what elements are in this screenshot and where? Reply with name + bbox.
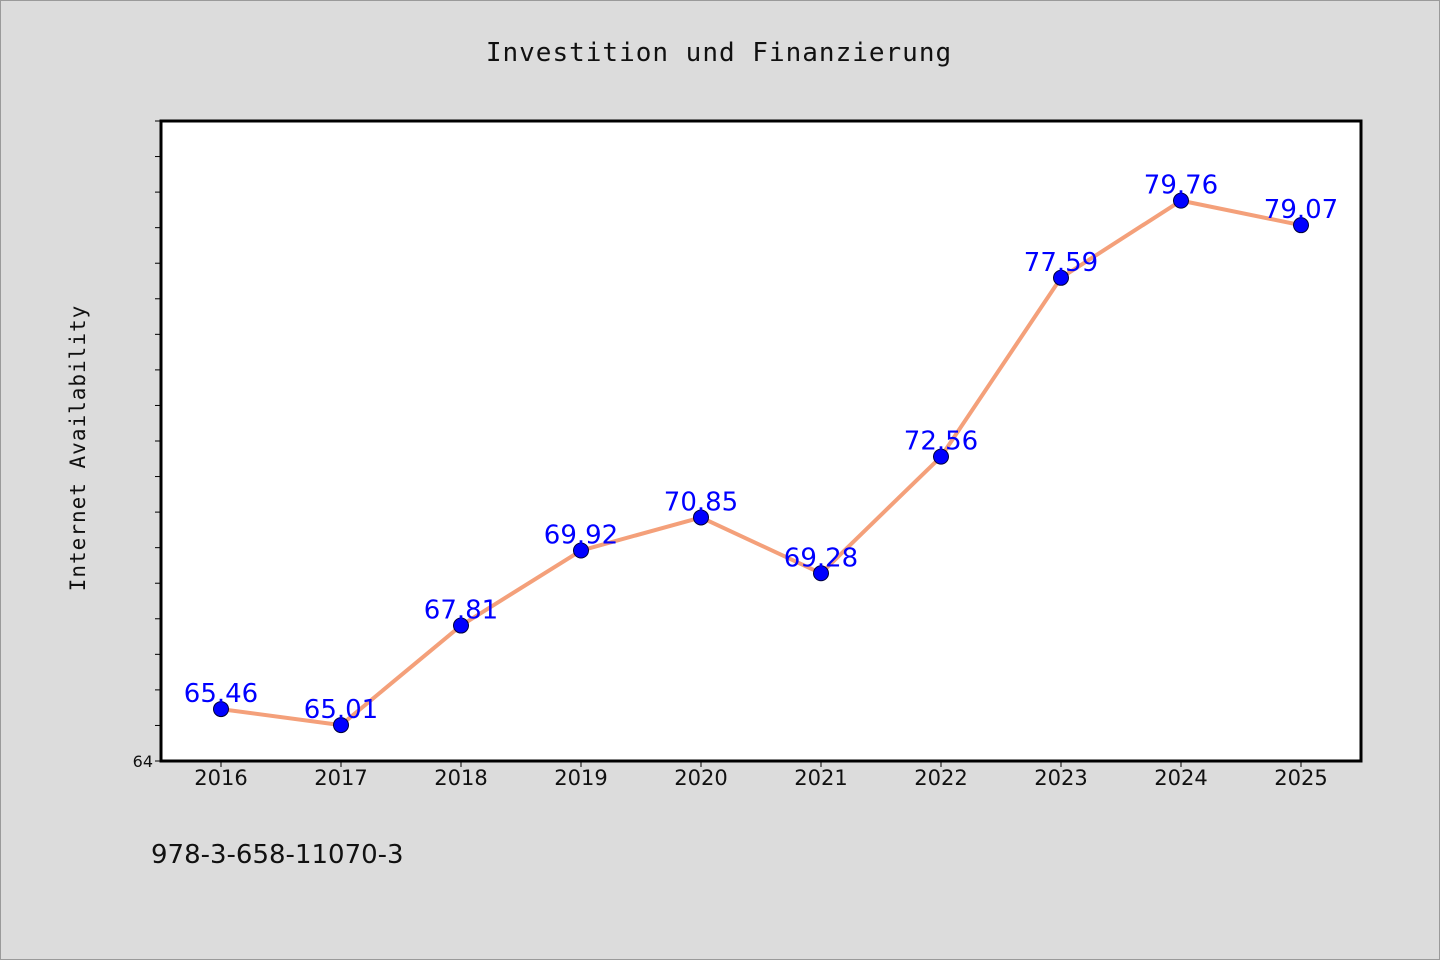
series-line-group xyxy=(220,198,1302,728)
data-point xyxy=(573,542,589,559)
x-axis-ticks: 2016 2017 2018 2019 2020 2021 2022 2023 2024 2025 xyxy=(194,761,1328,790)
series-markers xyxy=(213,192,1309,734)
data-label: 67.81 xyxy=(424,596,498,626)
data-point xyxy=(1053,269,1069,286)
y-tick-label: 64 xyxy=(133,752,153,771)
x-tick-label: 2022 xyxy=(914,766,967,790)
data-label: 69.28 xyxy=(784,543,858,573)
footer-isbn: 978-3-658-11070-3 xyxy=(151,840,404,870)
data-point xyxy=(693,509,709,526)
x-tick-label: 2016 xyxy=(194,766,247,790)
data-point xyxy=(453,617,469,634)
series-line xyxy=(220,198,1302,728)
x-tick-label: 2018 xyxy=(434,766,487,790)
data-label: 70.85 xyxy=(664,487,738,517)
data-point xyxy=(1293,217,1309,234)
data-label: 65.46 xyxy=(184,679,258,709)
data-point xyxy=(813,565,829,582)
data-label: 79.76 xyxy=(1144,171,1218,201)
data-label: 65.01 xyxy=(304,695,378,725)
x-tick-label: 2021 xyxy=(794,766,847,790)
plot-frame xyxy=(159,119,1363,763)
data-labels: 65.46 65.01 67.81 69.92 70.85 69.28 72.56 77.59… xyxy=(184,171,1338,725)
x-tick-label: 2020 xyxy=(674,766,727,790)
data-label: 77.59 xyxy=(1024,248,1098,278)
data-label: 79.07 xyxy=(1264,195,1338,225)
data-point xyxy=(213,701,229,718)
chart-title: Investition und Finanzierung xyxy=(486,38,952,68)
data-point xyxy=(1173,192,1189,209)
x-tick-label: 2019 xyxy=(554,766,607,790)
data-point xyxy=(333,717,349,734)
x-tick-label: 2017 xyxy=(314,766,367,790)
y-axis-ticks: 64 xyxy=(133,120,161,771)
x-tick-label: 2024 xyxy=(1154,766,1207,790)
data-point xyxy=(933,448,949,465)
x-tick-label: 2023 xyxy=(1034,766,1087,790)
x-tick-label: 2025 xyxy=(1274,766,1327,790)
y-axis-label: Internet Availability xyxy=(66,305,90,592)
data-label: 69.92 xyxy=(544,521,618,551)
data-label: 72.56 xyxy=(904,427,978,457)
plot-area xyxy=(161,121,1361,761)
